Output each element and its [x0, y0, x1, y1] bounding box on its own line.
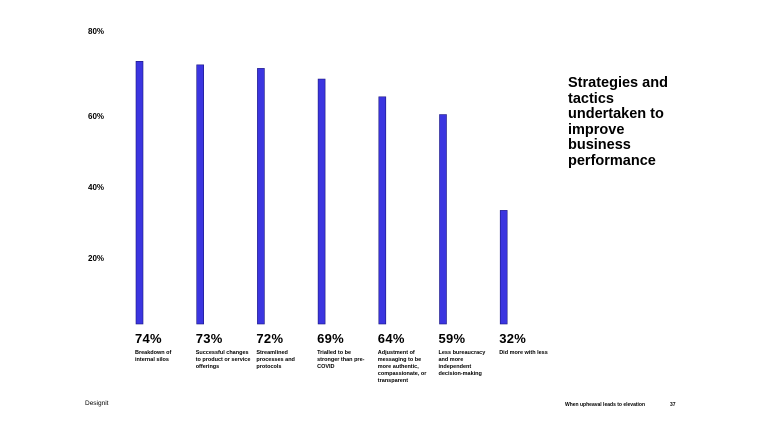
- bar: [378, 96, 387, 325]
- y-tick-label: 20%: [88, 254, 104, 263]
- category-label: Less bureaucracy and more independent de…: [438, 350, 486, 377]
- data-label: 72%: [256, 331, 284, 346]
- bar: [439, 114, 447, 325]
- data-label: 73%: [195, 331, 223, 346]
- data-label: 59%: [438, 331, 466, 346]
- data-label: 64%: [377, 331, 405, 346]
- category-label: Streamlined processes and protocols: [256, 350, 295, 370]
- bar: [196, 64, 204, 325]
- bar: [257, 68, 265, 325]
- category-label: Adjustment of messaging to be more authe…: [377, 350, 427, 384]
- category-label: Breakdown of internal silos: [135, 350, 172, 363]
- y-tick-label: 60%: [88, 112, 104, 121]
- category-label: Did more with less: [499, 350, 548, 356]
- data-label: 69%: [317, 331, 345, 346]
- bar: [499, 210, 508, 325]
- page-number: 37: [670, 402, 676, 408]
- category-label: Successful changes to product or service…: [195, 350, 251, 370]
- y-tick-label: 40%: [88, 183, 104, 192]
- bar: [135, 60, 144, 325]
- bar: [317, 78, 326, 325]
- category-label: Trialled to be stronger than pre-COVID: [317, 350, 365, 370]
- brand-logo-text: Designit: [85, 400, 109, 407]
- chart-title: Strategies and tactics undertaken to imp…: [568, 75, 668, 169]
- y-tick-label: 80%: [88, 27, 104, 36]
- footer-text: When upheaval leads to elevation: [565, 402, 646, 408]
- data-label: 74%: [135, 331, 162, 346]
- data-label: 32%: [499, 331, 527, 346]
